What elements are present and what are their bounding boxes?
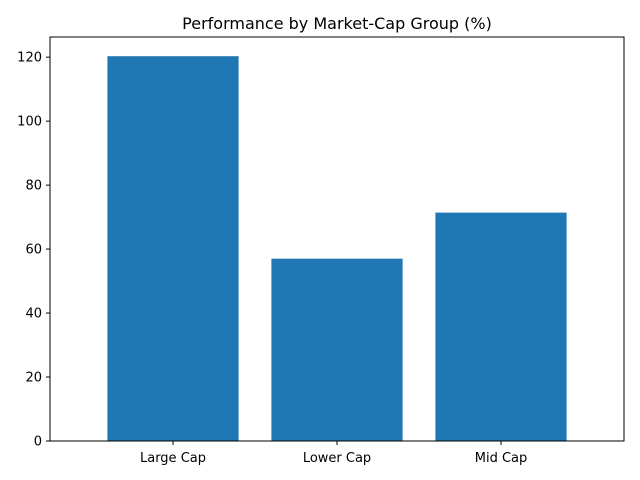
y-tick-label: 80: [25, 179, 42, 194]
x-tick-label: Mid Cap: [475, 451, 528, 466]
y-axis-ticks: 0 20 40 60 80 100 120: [17, 51, 50, 450]
chart-title: Performance by Market-Cap Group (%): [182, 14, 492, 33]
y-tick-label: 40: [25, 307, 42, 322]
x-tick-label: Large Cap: [140, 451, 206, 466]
x-axis-ticks: Large Cap Lower Cap Mid Cap: [140, 441, 527, 466]
bars-group: [107, 56, 567, 442]
plot-frame: [49, 36, 625, 442]
x-tick-label: Lower Cap: [303, 451, 371, 466]
y-tick-label: 20: [25, 371, 42, 386]
bar-large-cap: [107, 56, 239, 442]
bar-lower-cap: [271, 258, 403, 441]
y-tick-label: 0: [34, 435, 42, 450]
y-tick-label: 100: [17, 115, 42, 130]
y-tick-label: 120: [17, 51, 42, 66]
bar-mid-cap: [435, 212, 567, 441]
y-tick-label: 60: [25, 243, 42, 258]
